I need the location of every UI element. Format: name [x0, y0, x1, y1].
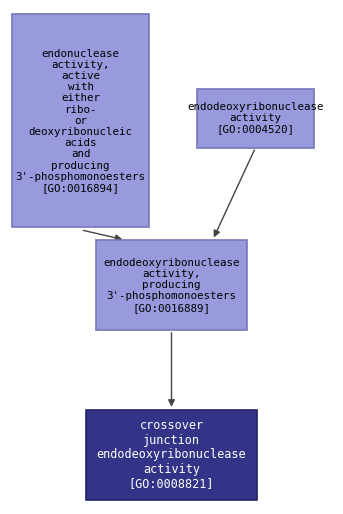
Text: endonuclease
activity,
active
with
either
ribo-
or
deoxyribonucleic
acids
and
pr: endonuclease activity, active with eithe…	[15, 49, 146, 193]
FancyBboxPatch shape	[197, 88, 314, 148]
FancyBboxPatch shape	[96, 241, 247, 330]
FancyBboxPatch shape	[86, 410, 257, 500]
Text: endodeoxyribonuclease
activity
[GO:0004520]: endodeoxyribonuclease activity [GO:00045…	[187, 102, 324, 135]
FancyBboxPatch shape	[12, 14, 149, 227]
Text: endodeoxyribonuclease
activity,
producing
3'-phosphomonoesters
[GO:0016889]: endodeoxyribonuclease activity, producin…	[103, 258, 240, 313]
Text: crossover
junction
endodeoxyribonuclease
activity
[GO:0008821]: crossover junction endodeoxyribonuclease…	[97, 419, 246, 490]
